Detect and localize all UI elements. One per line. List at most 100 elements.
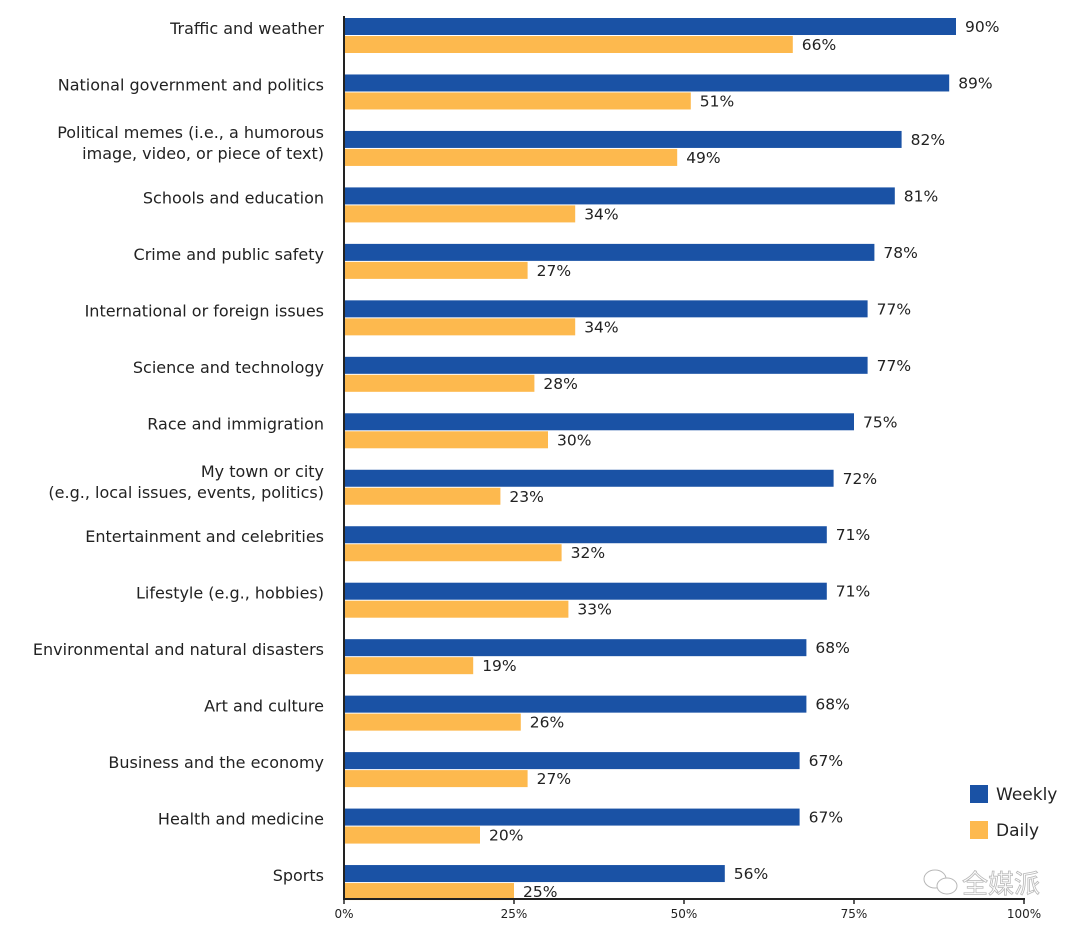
- bar-weekly: [345, 752, 800, 770]
- value-label-daily: 33%: [577, 601, 611, 619]
- category-label: (e.g., local issues, events, politics): [48, 483, 324, 502]
- category-label: International or foreign issues: [85, 301, 324, 320]
- x-tick-label: 75%: [841, 907, 868, 921]
- legend-label-weekly: Weekly: [996, 785, 1057, 805]
- category-label: Race and immigration: [147, 414, 324, 433]
- bar-weekly: [345, 469, 834, 487]
- value-label-weekly: 81%: [904, 187, 938, 205]
- category-label: Crime and public safety: [134, 245, 324, 264]
- category-label: Business and the economy: [108, 753, 324, 772]
- x-tick-label: 50%: [671, 907, 698, 921]
- bar-weekly: [345, 639, 807, 657]
- category-label: Sports: [273, 866, 324, 885]
- x-tick-label: 0%: [334, 907, 353, 921]
- value-label-daily: 20%: [489, 827, 523, 845]
- category-label: Political memes (i.e., a humorous: [57, 123, 324, 142]
- value-label-weekly: 78%: [883, 244, 917, 262]
- value-label-weekly: 72%: [843, 470, 877, 488]
- watermark: 全媒派: [923, 869, 1040, 900]
- value-label-weekly: 71%: [836, 526, 870, 544]
- category-label: Lifestyle (e.g., hobbies): [136, 584, 324, 603]
- value-label-daily: 49%: [686, 149, 720, 167]
- category-label: National government and politics: [58, 75, 324, 94]
- value-label-weekly: 90%: [965, 18, 999, 36]
- value-label-weekly: 67%: [809, 809, 843, 827]
- bar-weekly: [345, 356, 868, 374]
- axes: 0% 25% 50% 75% 100%: [334, 16, 1041, 921]
- bar-daily: [345, 261, 528, 279]
- x-tick-label: 100%: [1007, 907, 1041, 921]
- bar-weekly: [345, 413, 854, 431]
- category-label: Environmental and natural disasters: [33, 640, 324, 659]
- bar-weekly: [345, 695, 807, 713]
- value-label-daily: 25%: [523, 883, 557, 901]
- bar-daily: [345, 92, 691, 110]
- value-label-weekly: 77%: [877, 300, 911, 318]
- bar-weekly: [345, 526, 827, 544]
- bar-daily: [345, 148, 678, 166]
- category-label: My town or city: [201, 462, 324, 481]
- category-label: Traffic and weather: [169, 19, 324, 38]
- bar-daily: [345, 826, 480, 844]
- value-label-daily: 32%: [571, 544, 605, 562]
- value-label-daily: 19%: [482, 657, 516, 675]
- value-label-daily: 26%: [530, 714, 564, 732]
- bar-daily: [345, 36, 793, 53]
- bar-daily: [345, 770, 528, 788]
- bar-daily: [345, 431, 548, 449]
- value-label-weekly: 68%: [815, 639, 849, 657]
- bar-weekly: [345, 187, 895, 205]
- bar-daily: [345, 544, 562, 562]
- bar-daily: [345, 374, 535, 392]
- bar-weekly: [345, 582, 827, 600]
- category-label: Health and medicine: [158, 810, 324, 829]
- value-label-weekly: 75%: [863, 413, 897, 431]
- value-label-daily: 34%: [584, 205, 618, 223]
- x-tick-label: 25%: [501, 907, 528, 921]
- value-label-weekly: 77%: [877, 357, 911, 375]
- legend: Weekly Daily: [970, 785, 1057, 841]
- bar-daily: [345, 657, 474, 675]
- watermark-text: 全媒派: [962, 870, 1040, 900]
- category-label: Schools and education: [143, 188, 324, 207]
- bar-daily: [345, 318, 576, 336]
- value-label-weekly: 56%: [734, 865, 768, 883]
- category-labels: Traffic and weather National government a…: [33, 19, 324, 885]
- wechat-icon: [923, 869, 958, 895]
- value-labels: 90% 66% 89% 51% 82% 49% 81% 34% 78% 27% 77% 34% 77% 2…: [482, 18, 999, 901]
- legend-swatch-weekly: [970, 785, 988, 803]
- bar-daily: [345, 883, 514, 901]
- bar-weekly: [345, 808, 800, 826]
- category-label: Entertainment and celebrities: [85, 527, 324, 546]
- legend-label-daily: Daily: [996, 821, 1039, 841]
- value-label-daily: 23%: [509, 488, 543, 506]
- bar-weekly: [345, 300, 868, 318]
- bar-weekly: [345, 243, 875, 261]
- bar-weekly: [345, 130, 902, 148]
- value-label-daily: 27%: [537, 262, 571, 280]
- bar-daily: [345, 205, 576, 223]
- value-label-weekly: 67%: [809, 752, 843, 770]
- value-label-daily: 34%: [584, 318, 618, 336]
- bars-group: [345, 18, 956, 901]
- category-label: Art and culture: [204, 697, 324, 716]
- bar-weekly: [345, 74, 950, 92]
- value-label-daily: 30%: [557, 431, 591, 449]
- legend-swatch-daily: [970, 821, 988, 839]
- category-label: Science and technology: [133, 358, 324, 377]
- value-label-weekly: 68%: [815, 696, 849, 714]
- value-label-daily: 28%: [543, 375, 577, 393]
- bar-daily: [345, 487, 501, 505]
- bar-daily: [345, 713, 521, 731]
- bar-weekly: [345, 18, 956, 35]
- value-label-weekly: 82%: [911, 131, 945, 149]
- bar-daily: [345, 600, 569, 618]
- bar-weekly: [345, 865, 725, 883]
- value-label-daily: 66%: [802, 36, 836, 54]
- value-label-daily: 27%: [537, 770, 571, 788]
- value-label-weekly: 71%: [836, 583, 870, 601]
- category-label: image, video, or piece of text): [82, 144, 324, 163]
- value-label-daily: 51%: [700, 92, 734, 110]
- value-label-weekly: 89%: [958, 74, 992, 92]
